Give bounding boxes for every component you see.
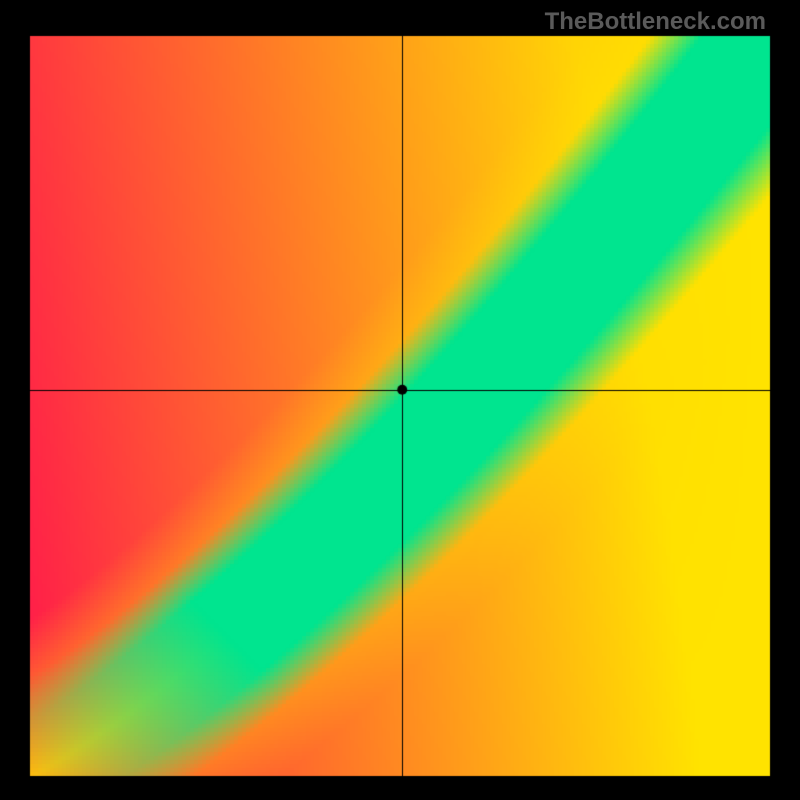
source-watermark: TheBottleneck.com — [545, 8, 766, 36]
chart-container: TheBottleneck.com — [0, 0, 800, 800]
bottleneck-heatmap-canvas — [0, 0, 800, 800]
